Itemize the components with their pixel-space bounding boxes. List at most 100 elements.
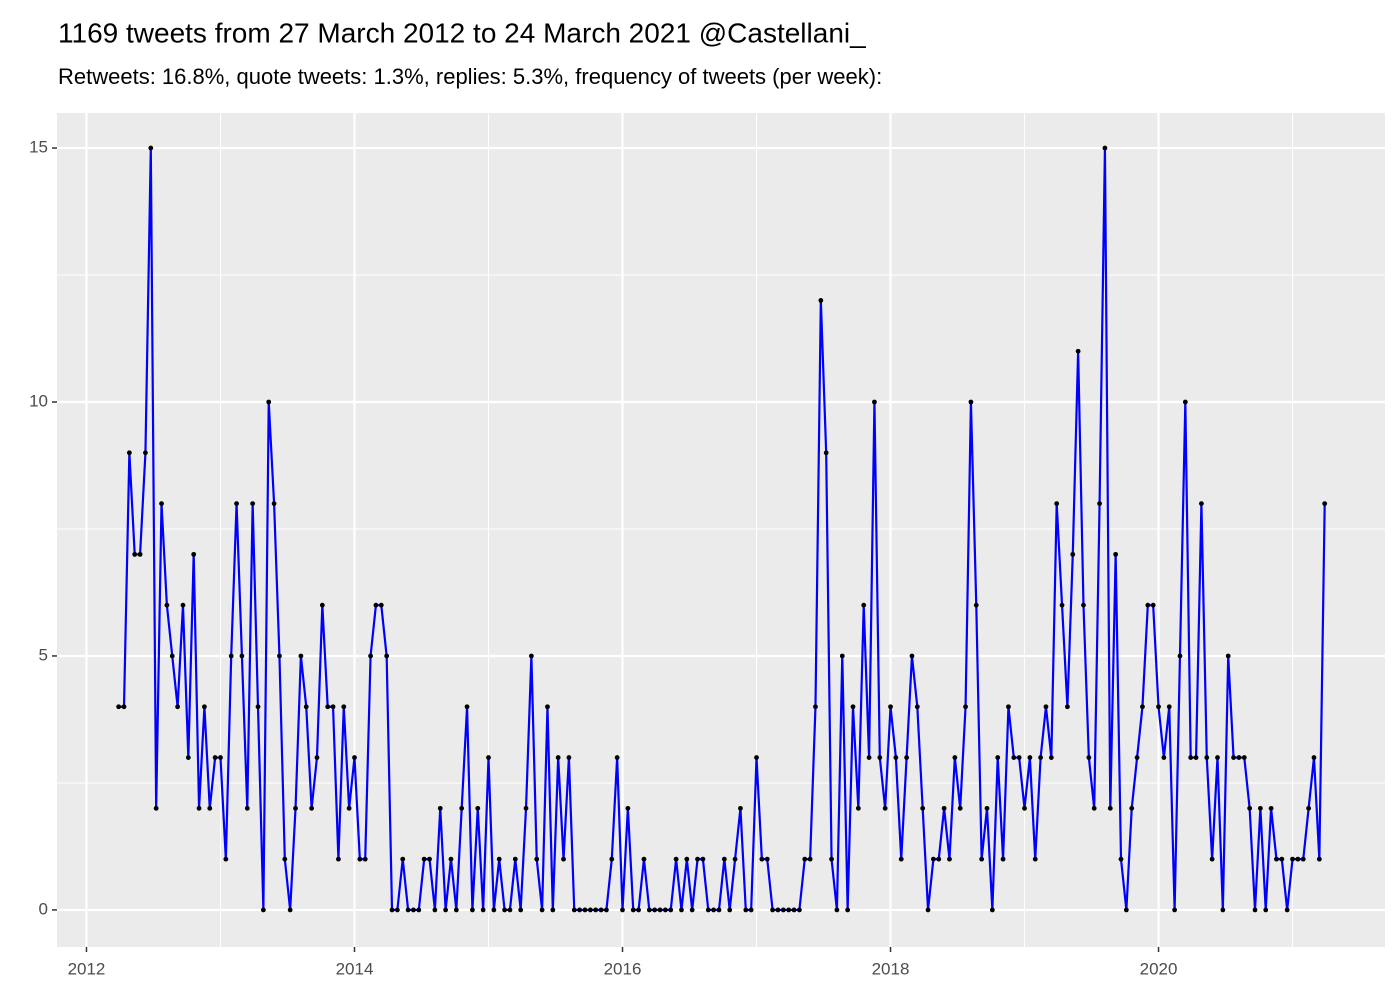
data-point <box>1306 805 1312 811</box>
data-point <box>909 653 915 659</box>
data-point <box>1263 907 1269 913</box>
data-point <box>732 856 738 862</box>
data-point <box>287 907 293 913</box>
data-point <box>963 704 968 710</box>
data-point <box>512 856 518 862</box>
data-point <box>930 856 936 862</box>
data-point <box>346 805 352 811</box>
data-point <box>1043 704 1049 710</box>
data-point <box>668 907 674 913</box>
data-point <box>534 856 540 862</box>
data-point <box>1027 755 1033 760</box>
data-point <box>646 907 652 913</box>
data-point <box>625 805 631 811</box>
data-point <box>630 907 636 913</box>
data-point <box>1241 755 1247 760</box>
data-point <box>882 805 888 811</box>
data-point <box>1268 805 1274 811</box>
data-point <box>1156 704 1161 710</box>
data-point <box>1166 704 1172 710</box>
data-point <box>684 856 690 862</box>
data-point <box>920 805 926 811</box>
data-point <box>550 907 556 913</box>
data-point <box>748 907 754 913</box>
data-point <box>453 907 459 913</box>
data-point <box>705 907 711 913</box>
data-point <box>502 907 507 913</box>
data-point <box>486 755 491 760</box>
data-point <box>234 501 239 506</box>
data-point <box>357 856 363 862</box>
data-point <box>496 856 502 862</box>
data-point <box>679 907 684 913</box>
data-point <box>405 907 411 913</box>
data-point <box>303 704 309 710</box>
data-point <box>813 704 818 710</box>
data-point <box>362 856 368 862</box>
data-point <box>1075 348 1081 354</box>
data-point <box>244 805 250 811</box>
data-point <box>1220 907 1226 913</box>
data-point <box>411 907 416 913</box>
data-point <box>855 805 861 811</box>
data-point <box>796 907 802 913</box>
data-point <box>293 805 298 811</box>
data-point <box>319 602 325 608</box>
y-tick-label: 15 <box>29 138 48 157</box>
data-point <box>212 755 218 760</box>
data-point <box>604 907 609 913</box>
data-point <box>1209 856 1215 862</box>
data-point <box>780 907 786 913</box>
data-point <box>807 856 813 862</box>
data-point <box>721 856 727 862</box>
data-point <box>1236 755 1242 760</box>
data-point <box>979 856 985 862</box>
data-point <box>662 907 668 913</box>
data-point <box>834 907 840 913</box>
y-tick-label: 10 <box>29 391 48 410</box>
data-point <box>1257 805 1263 811</box>
plot-panel <box>57 113 1385 947</box>
data-point <box>518 907 524 913</box>
data-point <box>1295 856 1301 862</box>
data-point <box>925 907 931 913</box>
data-point <box>196 805 202 811</box>
data-point <box>470 907 475 913</box>
data-point <box>561 856 566 862</box>
data-point <box>866 755 872 760</box>
data-point <box>770 907 775 913</box>
data-point <box>1316 856 1322 862</box>
data-point <box>352 755 357 760</box>
data-point <box>427 856 432 862</box>
data-point <box>1140 704 1145 710</box>
data-point <box>1070 551 1076 557</box>
data-point <box>829 856 834 862</box>
data-point <box>239 653 245 659</box>
data-point <box>218 755 223 760</box>
data-point <box>1123 907 1129 913</box>
data-point <box>936 856 942 862</box>
data-point <box>1274 856 1279 862</box>
data-point <box>957 805 963 811</box>
data-point <box>587 907 593 913</box>
x-tick-label: 2016 <box>604 959 642 978</box>
data-point <box>1059 602 1065 608</box>
data-point <box>609 856 615 862</box>
data-point <box>121 704 127 710</box>
data-point <box>973 602 979 608</box>
data-point <box>185 755 191 760</box>
data-point <box>577 907 583 913</box>
data-point <box>336 856 341 862</box>
data-point <box>400 856 406 862</box>
data-point <box>1161 755 1167 760</box>
data-point <box>818 298 824 303</box>
data-point <box>657 907 663 913</box>
data-point <box>689 907 695 913</box>
data-point <box>1300 856 1306 862</box>
data-point <box>1145 602 1151 608</box>
data-point <box>791 907 797 913</box>
data-point <box>1091 805 1097 811</box>
data-point <box>614 755 620 760</box>
data-point <box>416 907 422 913</box>
